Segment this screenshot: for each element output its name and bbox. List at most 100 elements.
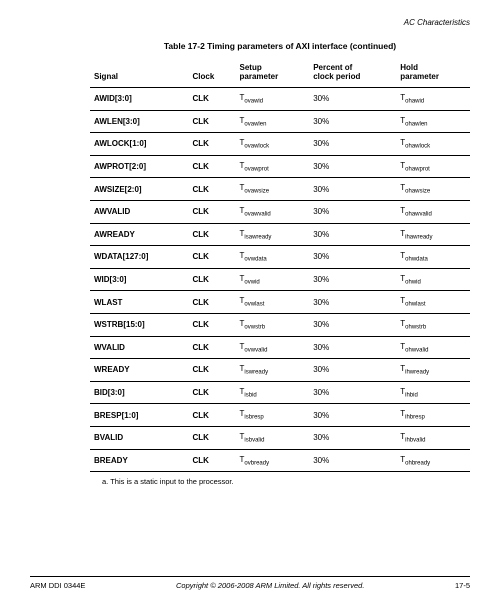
cell-clock: CLK — [188, 133, 235, 156]
cell-hold: Tohwstrb — [396, 313, 470, 336]
table-row: WSTRB[15:0]CLKTovwstrb30%Tohwstrb — [90, 313, 470, 336]
table-row: AWLEN[3:0]CLKTovawlen30%Tohawlen — [90, 110, 470, 133]
cell-percent: 30% — [309, 110, 396, 133]
cell-signal: WREADY — [90, 359, 188, 382]
cell-percent: 30% — [309, 133, 396, 156]
cell-hold: Tohawprot — [396, 155, 470, 178]
cell-setup: Tisbvalid — [236, 426, 310, 449]
cell-hold: Tihbresp — [396, 404, 470, 427]
cell-signal: WSTRB[15:0] — [90, 313, 188, 336]
table-row: AWID[3:0]CLKTovawid30%Tohawid — [90, 88, 470, 111]
cell-hold: Tihbvalid — [396, 426, 470, 449]
cell-signal: BRESP[1:0] — [90, 404, 188, 427]
cell-signal: BID[3:0] — [90, 381, 188, 404]
page-footer: ARM DDI 0344E Copyright © 2006-2008 ARM … — [30, 576, 470, 590]
cell-clock: CLK — [188, 268, 235, 291]
cell-setup: Tovwid — [236, 268, 310, 291]
table-row: BID[3:0]CLKTisbid30%Tihbid — [90, 381, 470, 404]
cell-signal: AWSIZE[2:0] — [90, 178, 188, 201]
table-footnote: a. This is a static input to the process… — [102, 477, 470, 486]
footer-left: ARM DDI 0344E — [30, 581, 85, 590]
cell-setup: Tovwstrb — [236, 313, 310, 336]
cell-signal: WVALID — [90, 336, 188, 359]
cell-setup: Tovawlock — [236, 133, 310, 156]
cell-setup: Tisbresp — [236, 404, 310, 427]
table-row: WREADYCLKTiswready30%Tihwready — [90, 359, 470, 382]
table-row: BVALIDCLKTisbvalid30%Tihbvalid — [90, 426, 470, 449]
cell-percent: 30% — [309, 178, 396, 201]
cell-percent: 30% — [309, 291, 396, 314]
cell-percent: 30% — [309, 404, 396, 427]
cell-clock: CLK — [188, 291, 235, 314]
section-header: AC Characteristics — [30, 18, 470, 27]
col-hold: Holdparameter — [396, 59, 470, 88]
cell-signal: AWLOCK[1:0] — [90, 133, 188, 156]
cell-setup: Tovawlen — [236, 110, 310, 133]
cell-clock: CLK — [188, 88, 235, 111]
table-caption: Table 17-2 Timing parameters of AXI inte… — [90, 41, 470, 51]
cell-percent: 30% — [309, 426, 396, 449]
cell-percent: 30% — [309, 223, 396, 246]
cell-clock: CLK — [188, 178, 235, 201]
cell-hold: Tohawlen — [396, 110, 470, 133]
cell-hold: Tohbready — [396, 449, 470, 472]
cell-hold: Tohwdata — [396, 246, 470, 269]
cell-hold: Tohwid — [396, 268, 470, 291]
cell-clock: CLK — [188, 426, 235, 449]
col-setup: Setupparameter — [236, 59, 310, 88]
timing-table: Signal Clock Setupparameter Percent ofcl… — [90, 59, 470, 472]
table-row: BRESP[1:0]CLKTisbresp30%Tihbresp — [90, 404, 470, 427]
cell-percent: 30% — [309, 359, 396, 382]
cell-signal: AWLEN[3:0] — [90, 110, 188, 133]
cell-setup: Tovbready — [236, 449, 310, 472]
cell-percent: 30% — [309, 88, 396, 111]
table-row: WLASTCLKTovwlast30%Tohwlast — [90, 291, 470, 314]
cell-hold: Tohwlast — [396, 291, 470, 314]
cell-setup: Tovawid — [236, 88, 310, 111]
cell-setup: Tiswready — [236, 359, 310, 382]
table-row: BREADYCLKTovbready30%Tohbready — [90, 449, 470, 472]
cell-signal: WDATA[127:0] — [90, 246, 188, 269]
cell-percent: 30% — [309, 268, 396, 291]
cell-setup: Tovwvalid — [236, 336, 310, 359]
cell-signal: AWPROT[2:0] — [90, 155, 188, 178]
cell-setup: Tovawsize — [236, 178, 310, 201]
cell-clock: CLK — [188, 200, 235, 223]
cell-hold: Tohawsize — [396, 178, 470, 201]
cell-hold: Tohawvalid — [396, 200, 470, 223]
footer-page: 17-5 — [455, 581, 470, 590]
cell-signal: AWREADY — [90, 223, 188, 246]
table-row: WID[3:0]CLKTovwid30%Tohwid — [90, 268, 470, 291]
table-header-row: Signal Clock Setupparameter Percent ofcl… — [90, 59, 470, 88]
table-row: WVALIDCLKTovwvalid30%Tohwvalid — [90, 336, 470, 359]
cell-setup: Tisbid — [236, 381, 310, 404]
col-clock: Clock — [188, 59, 235, 88]
cell-hold: Tihawready — [396, 223, 470, 246]
table-row: AWSIZE[2:0]CLKTovawsize30%Tohawsize — [90, 178, 470, 201]
cell-hold: Tohawlock — [396, 133, 470, 156]
cell-signal: BVALID — [90, 426, 188, 449]
cell-percent: 30% — [309, 200, 396, 223]
cell-signal: BREADY — [90, 449, 188, 472]
cell-clock: CLK — [188, 381, 235, 404]
cell-percent: 30% — [309, 381, 396, 404]
table-row: WDATA[127:0]CLKTovwdata30%Tohwdata — [90, 246, 470, 269]
cell-setup: Tisawready — [236, 223, 310, 246]
cell-clock: CLK — [188, 110, 235, 133]
col-signal: Signal — [90, 59, 188, 88]
cell-hold: Tohawid — [396, 88, 470, 111]
cell-signal: WLAST — [90, 291, 188, 314]
cell-hold: Tohwvalid — [396, 336, 470, 359]
cell-percent: 30% — [309, 155, 396, 178]
cell-percent: 30% — [309, 336, 396, 359]
cell-setup: Tovwdata — [236, 246, 310, 269]
table-row: AWLOCK[1:0]CLKTovawlock30%Tohawlock — [90, 133, 470, 156]
cell-percent: 30% — [309, 449, 396, 472]
cell-signal: AWVALID — [90, 200, 188, 223]
cell-clock: CLK — [188, 359, 235, 382]
table-row: AWREADYCLKTisawready30%Tihawready — [90, 223, 470, 246]
cell-signal: AWID[3:0] — [90, 88, 188, 111]
table-container: Signal Clock Setupparameter Percent ofcl… — [90, 59, 470, 472]
col-percent: Percent ofclock period — [309, 59, 396, 88]
cell-setup: Tovawvalid — [236, 200, 310, 223]
